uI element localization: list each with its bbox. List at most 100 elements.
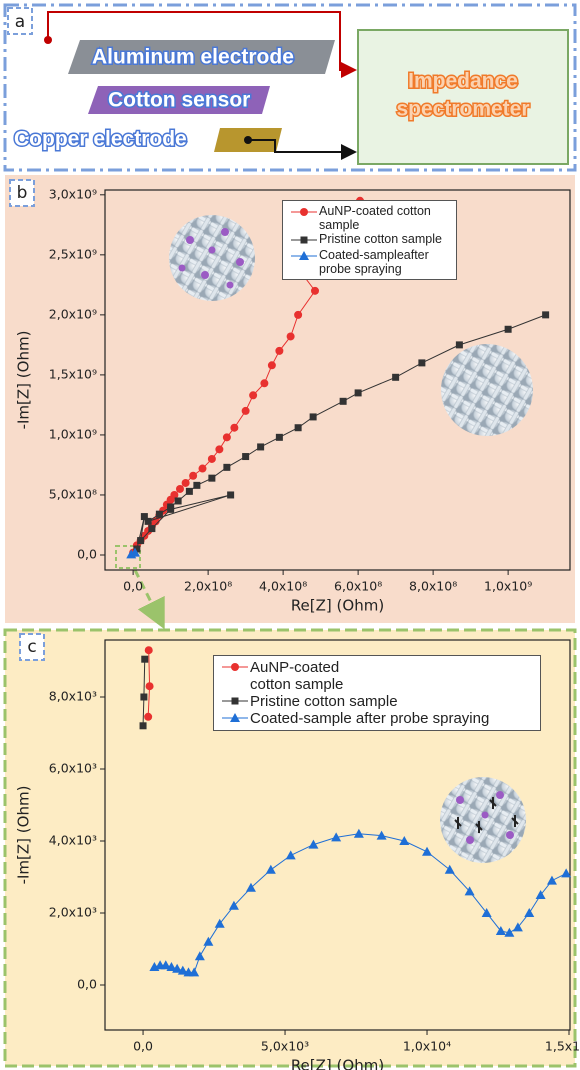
red-wire [47,11,357,78]
legend-marker [230,713,240,722]
point [193,481,201,489]
point [172,963,183,973]
point [481,907,492,917]
point [265,864,276,874]
point [542,311,550,319]
point [174,497,182,505]
legend-symbol [291,251,317,260]
point [309,413,317,421]
charts: b 0,0 2,0x10⁸ 4,0x10⁸ 6,0x10⁸ 8,0x10⁸ 1,0x10⁹ 0… [15,183,580,1070]
point [464,886,475,896]
point [176,484,184,493]
panel-label: b [17,183,28,203]
point [241,406,250,415]
point [308,839,319,849]
point [257,443,265,451]
x-tick-label: 4,0x10⁸ [259,579,307,594]
legend-item: Pristine cotton sample [289,232,450,248]
point [177,965,188,975]
inset-coated-fabric [169,215,255,301]
legend-symbol [222,697,248,705]
point [160,960,171,970]
point [339,397,347,405]
legend-symbol [291,208,317,216]
point [130,547,140,557]
panel-label: c [27,637,36,657]
point [353,828,364,838]
legend-symbol [222,713,248,722]
black-wire [248,139,357,160]
point [546,875,557,885]
probe-molecules [454,797,519,833]
y-tick-label: 6,0x10³ [49,760,97,775]
point [418,359,426,367]
inset-pristine-fabric [441,344,533,436]
chart: c 0,0 5,0x10³ 1,0x10⁴ 1,5x10⁴ 0,0 2,0x10³ 4,0x1… [15,637,580,1070]
point [504,927,515,937]
panel-label-box [7,7,33,35]
point [141,655,149,663]
point [185,487,193,495]
plot-frame [104,639,571,1031]
y-tick-label: 8,0x10³ [49,688,97,703]
point [392,373,400,381]
point [242,453,250,461]
legend-item: Coated-sampleafter probe spraying [289,248,450,276]
point [133,545,141,553]
point [189,471,198,480]
panel-label-box [9,179,35,207]
point [260,379,269,388]
point [166,961,177,971]
point [228,900,239,910]
legend-label: Coated-sampleafter probe spraying [319,248,429,276]
aluminum-plate [68,40,335,74]
y-tick-label: 1,0x10⁹ [49,426,97,441]
legend-label: AuNP-coated cotton sample [250,659,344,693]
point [144,517,152,525]
red-contact [44,36,52,44]
point [144,646,153,655]
point [207,454,216,463]
point [535,889,546,899]
point [137,537,145,545]
y-tick-label: 1,5x10⁹ [49,366,97,381]
x-tick-label: 1,0x10⁴ [403,1039,451,1054]
black-contact [244,136,252,144]
copper-label: Copper electrode [14,128,187,151]
point [455,341,463,349]
point [223,463,231,471]
x-tick-label: 1,0x10⁹ [484,579,532,594]
point [139,722,147,730]
point [215,445,224,454]
point [275,433,283,441]
legend-symbol [291,236,317,244]
y-tick-label: 5,0x10⁸ [49,486,97,501]
point [399,835,410,845]
point [286,332,295,341]
point [144,712,153,721]
panel-label-box [19,633,45,661]
point [227,491,235,499]
legend: AuNP-coated cotton sample Pristine cotton… [213,655,541,731]
nanoparticles [178,228,244,289]
legend-item: AuNP-coated cotton sample [220,659,534,693]
legend-label: Pristine cotton sample [319,232,442,246]
point [155,510,163,518]
legend-marker [231,663,239,671]
spectrometer-label: spectrometer [396,98,529,121]
x-tick-label: 2,0x10⁸ [184,579,232,594]
point [194,951,205,961]
point [140,693,148,701]
legend-label: Coated-sample after probe spraying [250,710,490,727]
legend-marker [231,697,239,705]
zoom-arrow [133,569,165,630]
chart: b 0,0 2,0x10⁸ 4,0x10⁸ 6,0x10⁸ 8,0x10⁸ 1,0x10⁹ 0… [15,183,571,615]
series-line [136,314,546,550]
x-tick-label: 5,0x10³ [261,1039,309,1054]
point [294,424,302,432]
zoom-box [115,545,141,569]
legend-marker [300,208,308,216]
y-axis-label: -Im[Z] (Ohm) [15,331,33,430]
